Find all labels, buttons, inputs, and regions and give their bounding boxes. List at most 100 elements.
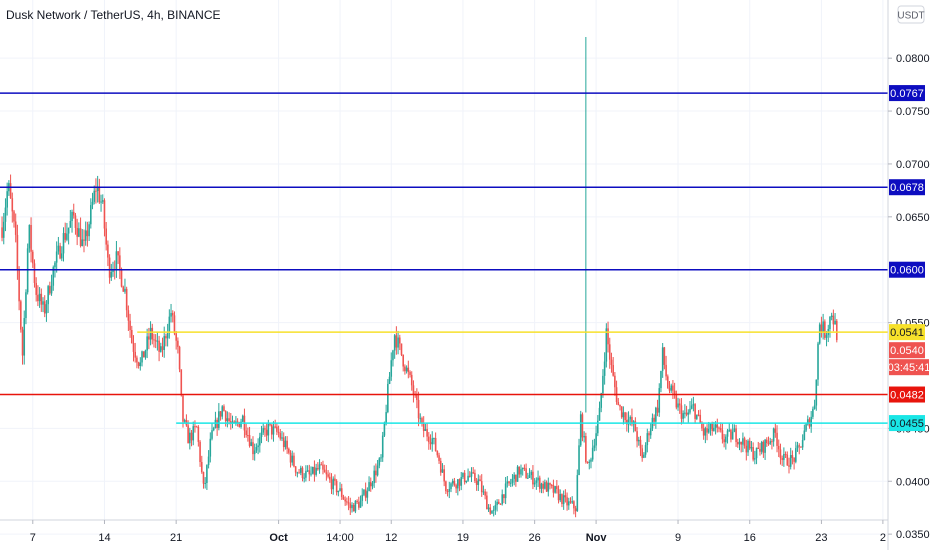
candle-body xyxy=(110,272,113,278)
candle-body xyxy=(607,328,609,345)
candle-body xyxy=(752,447,754,460)
candle-body xyxy=(818,324,821,344)
candle-body xyxy=(460,477,463,486)
candle-body xyxy=(767,443,770,445)
candle-body xyxy=(301,467,304,479)
candle-body xyxy=(359,500,362,508)
candle-body xyxy=(600,393,603,408)
candle-body xyxy=(55,251,58,263)
candle-body xyxy=(450,483,452,489)
candle-body xyxy=(585,436,587,462)
candle-body xyxy=(284,440,287,448)
last-price-tag-label: 0.0540 xyxy=(890,345,924,357)
candle-body xyxy=(552,485,555,493)
candle-body xyxy=(781,458,783,460)
candle-body xyxy=(212,428,215,431)
candle-body xyxy=(325,472,328,475)
candle-body xyxy=(247,435,249,437)
candle-body xyxy=(479,479,481,482)
candle-body xyxy=(486,495,488,510)
candle-body xyxy=(259,436,261,446)
candle-body xyxy=(352,504,355,512)
candle-body xyxy=(725,436,727,443)
candle-body xyxy=(328,476,331,480)
candle-body xyxy=(713,427,715,431)
candle-body xyxy=(202,471,205,484)
candle-body xyxy=(130,330,133,344)
candle-body xyxy=(764,439,766,453)
currency-button-label[interactable]: USDT xyxy=(897,11,924,22)
candle-body xyxy=(62,233,65,254)
candle-body xyxy=(387,383,389,413)
x-tick-label: 14:00 xyxy=(326,532,354,544)
candle-body xyxy=(820,324,823,333)
candle-body xyxy=(72,211,75,216)
candle-body xyxy=(648,433,650,436)
candle-body xyxy=(803,430,806,441)
candle-body xyxy=(530,471,533,476)
candle-body xyxy=(305,471,307,478)
candle-body xyxy=(43,301,46,314)
candle-body xyxy=(518,466,521,475)
candle-body xyxy=(523,467,526,469)
candle-body xyxy=(784,454,787,456)
candle-body xyxy=(610,359,613,366)
candle-body xyxy=(419,418,422,420)
horizontal-levels[interactable] xyxy=(0,92,888,424)
candle-body xyxy=(197,426,200,442)
candle-body xyxy=(631,416,633,425)
currency-button[interactable]: USDT xyxy=(897,5,925,24)
x-tick-label: 26 xyxy=(529,532,541,544)
candle-body xyxy=(542,483,544,489)
candle-body xyxy=(238,422,241,427)
y-tick-label: 0.0400 xyxy=(896,476,930,488)
candle-body xyxy=(347,502,350,504)
candle-body xyxy=(566,497,568,506)
candle-body xyxy=(771,441,773,443)
candle-body xyxy=(407,367,410,372)
candle-body xyxy=(57,245,60,252)
level-tag-label: 0.0767 xyxy=(890,88,924,100)
candles xyxy=(1,37,838,518)
candle-body xyxy=(583,436,585,438)
candle-body xyxy=(571,501,573,503)
candle-body xyxy=(595,433,597,446)
candle-body xyxy=(182,395,184,422)
candle-body xyxy=(124,288,126,292)
candle-body xyxy=(617,401,620,406)
candle-body xyxy=(806,419,809,425)
currency-button-frame[interactable] xyxy=(897,5,925,24)
price-tags: 0.0767 0.0678 0.0600 0.0541 0.0482 0.0455 0.05… xyxy=(888,85,930,432)
candle-body xyxy=(509,482,512,484)
y-tick-label: 0.0750 xyxy=(896,106,930,118)
candle-body xyxy=(346,501,348,503)
candle-body xyxy=(313,466,316,475)
candle-body xyxy=(426,429,428,437)
candle-body xyxy=(429,442,432,445)
candle-body xyxy=(800,446,802,448)
candle-body xyxy=(417,399,420,419)
candle-body xyxy=(373,470,375,484)
candle-body xyxy=(322,464,324,470)
candle-body xyxy=(812,408,814,417)
candle-body xyxy=(281,437,283,439)
candle-body xyxy=(569,501,572,503)
candle-body xyxy=(170,313,172,317)
candle-body xyxy=(576,475,579,512)
candle-body xyxy=(216,419,218,428)
candle-body xyxy=(136,357,138,363)
candle-body xyxy=(677,403,679,408)
candle-body xyxy=(69,221,72,228)
candle-body xyxy=(54,262,56,268)
candle-body xyxy=(299,467,302,473)
candle-body xyxy=(798,445,801,447)
candle-body xyxy=(315,468,317,475)
candle-body xyxy=(405,367,408,372)
candle-body xyxy=(451,480,454,484)
candle-body xyxy=(692,404,695,406)
candle-body xyxy=(228,418,230,422)
candle-body xyxy=(470,472,473,477)
x-axis[interactable]: 7 14 21 Oct 14:00 12 19 26 Nov 9 16 23 2 xyxy=(30,520,886,544)
candle-body xyxy=(50,285,53,294)
